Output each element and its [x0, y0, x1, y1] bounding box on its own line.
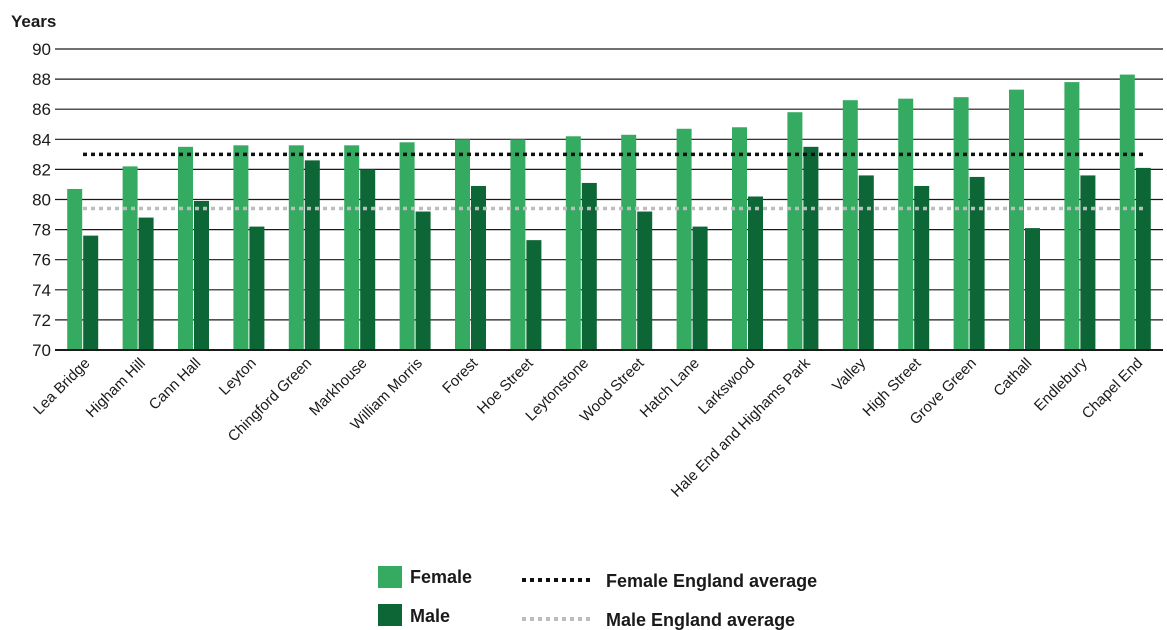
bar-female [122, 166, 138, 350]
bar-male [858, 175, 874, 350]
bar-male [249, 226, 265, 350]
legend-swatch-male [378, 604, 402, 626]
bar-female [399, 142, 415, 350]
bar-male [415, 211, 431, 350]
y-tick-label: 88 [32, 70, 51, 89]
legend-label-male-average: Male England average [606, 610, 795, 630]
y-tick-label: 72 [32, 311, 51, 330]
bar-male [360, 169, 376, 350]
bar-female [67, 188, 83, 350]
bar-female [344, 145, 360, 350]
legend-label-female-average: Female England average [606, 571, 817, 591]
bar-female [676, 128, 692, 350]
bar-female [178, 146, 193, 350]
y-axis-label: Years [11, 12, 56, 31]
bar-male [692, 226, 708, 350]
bar-male [83, 235, 99, 350]
bar-female [842, 100, 858, 350]
bar-female [898, 98, 914, 350]
y-tick-label: 70 [32, 341, 51, 360]
bar-male [194, 201, 209, 350]
bar-male [1135, 167, 1151, 350]
x-tick-label: Valley [829, 354, 869, 394]
bar-female [732, 127, 747, 350]
y-tick-label: 86 [32, 100, 51, 119]
bar-female [455, 139, 470, 350]
y-tick-label: 78 [32, 221, 51, 240]
bar-male [637, 211, 653, 350]
bar-male [304, 160, 320, 350]
legend-swatch-female [378, 566, 402, 588]
bar-female [953, 97, 969, 350]
bar-male [803, 146, 819, 350]
bar-female [787, 112, 803, 351]
y-axis-ticks: 70 72 74 76 78 80 82 84 86 88 90 [32, 40, 51, 360]
bar-male [526, 240, 542, 350]
bar-male [471, 185, 486, 350]
bar-male [138, 217, 154, 350]
legend-label-male: Male [410, 606, 450, 626]
bar-male [581, 182, 597, 350]
bar-female [510, 139, 526, 350]
y-tick-label: 80 [32, 191, 51, 210]
legend-label-female: Female [410, 567, 472, 587]
x-tick-label: Forest [439, 354, 482, 397]
bar-male [748, 196, 763, 350]
bar-female [288, 145, 304, 350]
bar-female [565, 136, 581, 350]
bar-male [1025, 228, 1040, 350]
bar-male [914, 185, 930, 350]
x-tick-label: Hatch Lane [637, 355, 703, 421]
x-tick-label: Leyton [216, 355, 260, 399]
bars [67, 74, 1151, 351]
legend: Female Male Female England average Male … [378, 566, 817, 630]
bar-female [1064, 82, 1080, 351]
gridlines [55, 48, 1163, 321]
y-tick-label: 74 [32, 281, 51, 300]
reference-lines [83, 152, 1143, 211]
y-tick-label: 76 [32, 251, 51, 270]
bar-female [1009, 89, 1024, 350]
y-tick-label: 84 [32, 130, 51, 149]
x-tick-label: Higham Hill [83, 355, 149, 421]
bar-female [621, 134, 637, 350]
y-tick-label: 82 [32, 160, 51, 179]
x-tick-label: Cathall [990, 355, 1035, 400]
y-tick-label: 90 [32, 40, 51, 59]
bar-female [1119, 74, 1135, 351]
bar-male [969, 176, 985, 350]
bar-female [233, 145, 249, 350]
bar-male [1080, 175, 1096, 350]
x-tick-label: Cann Hall [146, 355, 205, 414]
